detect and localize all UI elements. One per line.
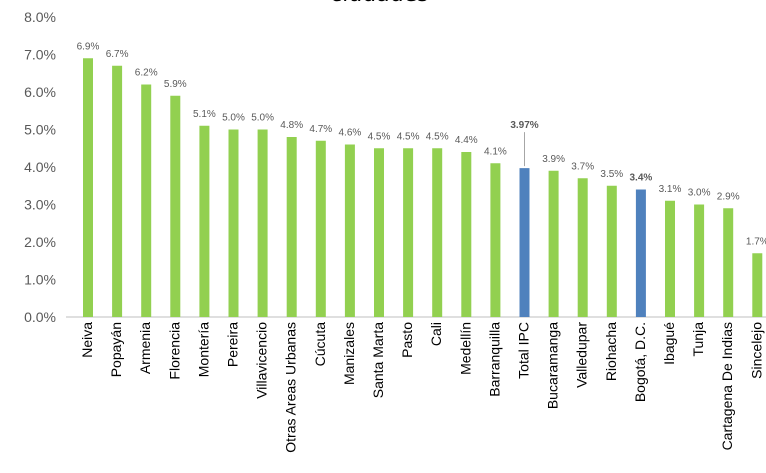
data-label: 6.2% (135, 68, 158, 79)
bar (752, 253, 763, 317)
x-tick-label: Neiva (79, 322, 95, 358)
bar (548, 170, 559, 317)
data-label: 5.1% (193, 109, 216, 120)
bar (461, 152, 472, 317)
x-tick-label: Bogotá, D.C. (632, 322, 648, 402)
x-tick-label: Armenia (137, 322, 153, 374)
bar (344, 144, 355, 317)
x-tick-label: Barranquilla (486, 322, 502, 397)
x-tick-label: Otras Areas Urbanas (283, 322, 299, 453)
bar (286, 137, 297, 317)
x-tick-label: Valledupar (574, 322, 590, 388)
data-label: 3.1% (659, 184, 682, 195)
bar (694, 204, 705, 317)
bar (403, 148, 414, 317)
data-label: 3.97% (510, 120, 538, 131)
data-label: 5.0% (251, 113, 274, 124)
x-tick-label: Medellín (457, 322, 473, 375)
x-tick-label: Cartagena De Indias (719, 322, 735, 450)
x-tick-label: Montería (195, 322, 211, 377)
bar (577, 178, 588, 317)
data-label: 4.7% (309, 124, 332, 135)
bar (606, 185, 617, 317)
y-tick-label: 0.0% (24, 309, 56, 325)
y-tick-label: 1.0% (24, 272, 56, 288)
data-label: 4.5% (426, 131, 449, 142)
x-tick-label: Tunja (690, 322, 706, 357)
data-label: 3.4% (630, 173, 653, 184)
bar (374, 148, 384, 317)
bar (112, 65, 123, 317)
y-tick-label: 5.0% (24, 122, 56, 138)
x-tick-label: Villavicencio (254, 322, 270, 399)
data-label: 5.0% (222, 113, 245, 124)
bar (723, 208, 734, 317)
data-label: 6.9% (77, 41, 100, 52)
x-tick-label: Sincelejo (748, 322, 764, 379)
x-tick-label: Riohacha (603, 322, 619, 381)
data-label: 4.5% (368, 131, 391, 142)
y-tick-label: 3.0% (24, 197, 56, 213)
data-label: 1.7% (746, 236, 766, 247)
y-tick-label: 8.0% (24, 9, 56, 25)
data-label: 4.4% (455, 135, 478, 146)
x-tick-label: Florencia (166, 322, 182, 380)
bar (83, 58, 93, 317)
y-tick-label: 2.0% (24, 234, 56, 250)
data-label: 3.0% (688, 188, 711, 199)
bar (315, 140, 326, 317)
data-label: 3.9% (542, 154, 565, 165)
data-label: 3.7% (571, 161, 594, 172)
bar (228, 129, 239, 317)
data-label: 4.5% (397, 131, 420, 142)
data-label: 2.9% (717, 191, 740, 202)
x-tick-label: Popayán (108, 322, 124, 377)
bar (257, 129, 268, 317)
x-tick-label: Manizales (341, 322, 357, 385)
bar (490, 163, 501, 317)
x-tick-label: Ibagué (661, 322, 677, 365)
chart-title: ciudades (330, 0, 429, 7)
data-label: 5.9% (164, 79, 187, 90)
x-tick-label: Bucaramanga (545, 322, 561, 409)
bar (665, 200, 675, 317)
y-tick-label: 6.0% (24, 84, 56, 100)
x-tick-label: Cali (428, 322, 444, 346)
bar (432, 148, 443, 317)
bar (170, 95, 181, 317)
bar (635, 189, 646, 317)
y-tick-label: 7.0% (24, 47, 56, 63)
data-label: 6.7% (106, 49, 129, 60)
x-tick-label: Pasto (399, 322, 415, 358)
x-tick-label: Total IPC (516, 322, 532, 379)
data-label: 4.6% (339, 128, 362, 139)
x-tick-label: Santa Marta (370, 322, 386, 398)
bar (141, 84, 152, 317)
bar (199, 125, 210, 317)
data-label: 4.8% (280, 120, 303, 131)
bar (519, 168, 530, 317)
data-label: 3.5% (600, 169, 623, 180)
data-label: 4.1% (484, 146, 507, 157)
x-tick-label: Pereira (225, 322, 241, 367)
x-tick-label: Cúcuta (312, 322, 328, 367)
y-tick-label: 4.0% (24, 159, 56, 175)
